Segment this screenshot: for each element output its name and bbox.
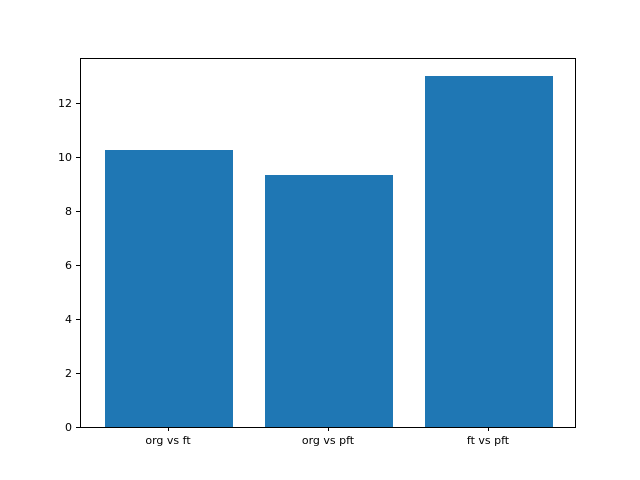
- y-tick-mark: [76, 426, 80, 428]
- bar-ft-vs-pft: [425, 75, 553, 427]
- bar-org-vs-ft: [105, 150, 233, 427]
- x-tick-label-org-vs-pft: org vs pft: [301, 434, 355, 447]
- y-tick-label: 6: [65, 258, 72, 272]
- y-tick-mark: [76, 210, 80, 212]
- y-tick-label: 4: [65, 312, 72, 326]
- x-tick-mark: [327, 427, 329, 431]
- y-tick-label: 12: [58, 97, 72, 111]
- x-tick-label-ft-vs-pft: ft vs pft: [466, 434, 510, 447]
- y-tick-mark: [76, 156, 80, 158]
- x-tick-mark: [487, 427, 489, 431]
- bar-org-vs-pft: [265, 174, 393, 427]
- plot-area: [80, 58, 576, 428]
- y-tick-label: 2: [65, 366, 72, 380]
- x-tick-label-org-vs-ft: org vs ft: [145, 434, 191, 447]
- y-tick-mark: [76, 103, 80, 105]
- y-tick-mark: [76, 318, 80, 320]
- y-tick-label: 0: [65, 420, 72, 434]
- y-tick-label: 10: [58, 150, 72, 164]
- y-tick-label: 8: [65, 204, 72, 218]
- x-tick-mark: [167, 427, 169, 431]
- y-tick-mark: [76, 372, 80, 374]
- y-tick-mark: [76, 264, 80, 266]
